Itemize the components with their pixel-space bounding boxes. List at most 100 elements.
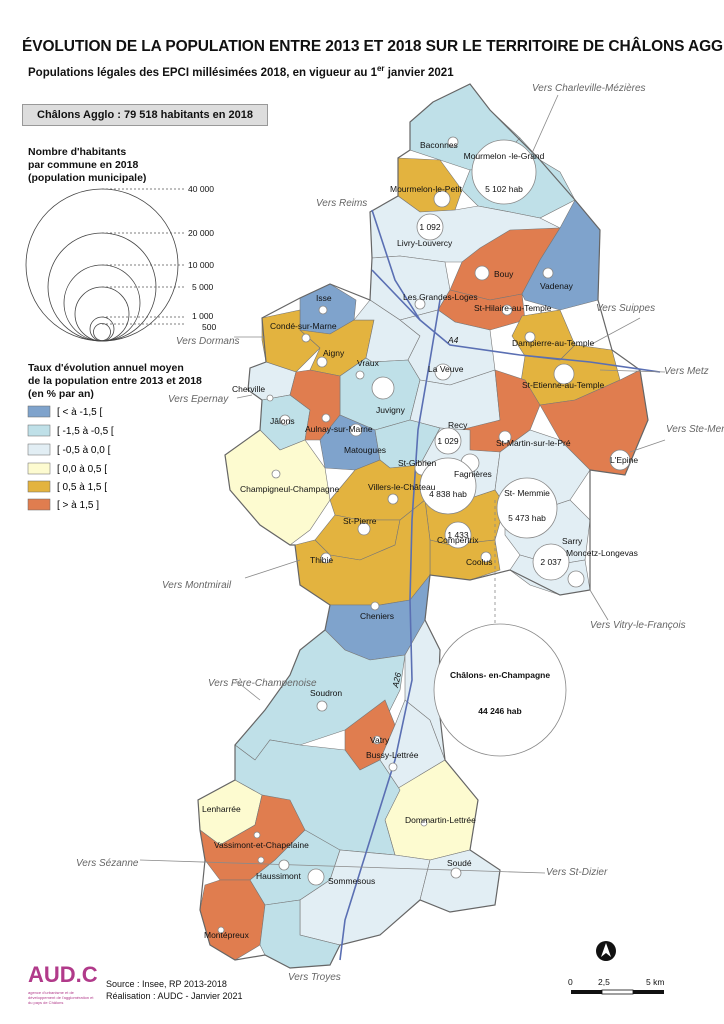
legend-class-label: [ 0,0 à 0,5 [	[57, 464, 107, 475]
scale-bar: 0 2,5 5 km	[568, 977, 664, 995]
bubble-mourmelon-value: 5 102 hab	[485, 184, 523, 194]
size-legend-label: 500	[202, 322, 216, 332]
dir-charleville: Vers Charleville-Mézières	[532, 83, 646, 94]
scale-label: 5 km	[646, 977, 664, 987]
label-soudron: Soudron	[310, 688, 342, 698]
label-cherville: Cherville	[232, 384, 265, 394]
size-legend-label: 40 000	[188, 184, 214, 194]
map-title: ÉVOLUTION DE LA POPULATION ENTRE 2013 ET…	[22, 38, 724, 55]
map-subtitle: Populations légales des EPCI millésimées…	[28, 64, 454, 79]
bubble-st-memmie-name: St- Memmie	[504, 488, 550, 498]
label-lepine: L'Epine	[610, 455, 638, 465]
label-vadenay: Vadenay	[540, 281, 574, 291]
legend-class-label: [ 0,5 à 1,5 [	[57, 482, 107, 493]
bubble-mourmelon-name: Mourmelon -le-Grand	[464, 151, 545, 161]
bubble-chalons-name: Châlons- en-Champagne	[450, 670, 550, 680]
dir-troyes: Vers Troyes	[288, 972, 341, 983]
label-mourmelon-le-petit: Mourmelon-le-Petit	[390, 184, 462, 194]
legend-class-label: [ < à -1,5 [	[57, 407, 103, 418]
agglo-outline	[197, 83, 649, 969]
dir-epernay: Vers Epernay	[168, 394, 229, 405]
legend-swatch	[27, 424, 51, 437]
dir-vitry: Vers Vitry-le-François	[590, 620, 686, 631]
label-thibie: Thibie	[310, 555, 333, 565]
dir-dormans: Vers Dormans	[176, 336, 240, 347]
bubble-livry-value: 1 092	[419, 222, 441, 232]
audc-logo-subtext: agence d'urbanisme et de développement d…	[28, 990, 94, 1005]
legend-swatch	[27, 480, 51, 493]
dir-suippes: Vers Suippes	[596, 303, 655, 314]
label-champigneul: Champigneul-Champagne	[240, 484, 340, 494]
label-st-hilaire: St-Hilaire-au-Temple	[474, 303, 552, 313]
label-grandes-loges: Les Grandes-Loges	[403, 292, 478, 302]
size-legend	[25, 188, 185, 342]
population-total-box: Châlons Agglo : 79 518 habitants en 2018	[22, 104, 268, 126]
color-legend-title: Taux d'évolution annuel moyen de la popu…	[28, 362, 202, 400]
label-baconnes: Baconnes	[420, 140, 458, 150]
label-moncetz: Moncetz-Longevas	[566, 548, 638, 558]
label-sommesous: Sommesous	[328, 876, 375, 886]
bubble-fagnieres-value: 4 838 hab	[429, 489, 467, 499]
label-st-pierre: St-Pierre	[343, 516, 377, 526]
legend-swatch	[27, 443, 51, 456]
bubble-compertrix-value: 1 433	[447, 530, 469, 540]
size-legend-title: Nombre d'habitants par commune en 2018 (…	[28, 146, 147, 184]
label-villers: Villers-le-Château	[368, 482, 436, 492]
direction-lines	[139, 94, 666, 874]
label-livry-louvercy: Livry-Louvercy	[397, 238, 453, 248]
direction-labels: Vers Charleville-Mézières Vers Reims Ver…	[76, 83, 724, 983]
legend-swatch	[27, 498, 51, 511]
label-dampierre: Dampierre-au-Temple	[512, 338, 594, 348]
dir-ste-menehould: Vers Ste-Menehould	[666, 424, 724, 435]
commune-conde	[261, 309, 321, 373]
label-conde: Condé-sur-Marne	[270, 321, 337, 331]
commune-labels: Baconnes Mourmelon-le-Petit Livry-Louver…	[202, 140, 638, 940]
label-coolus: Coolus	[466, 557, 492, 567]
road-north	[371, 209, 421, 321]
scale-label: 0	[568, 977, 573, 987]
dir-sezanne: Vers Sézanne	[76, 858, 139, 869]
size-legend-label: 5 000	[192, 282, 214, 292]
label-compertrix: Compertrix	[437, 535, 479, 545]
dir-fere: Vers Fère-Champenoise	[208, 678, 317, 689]
label-st-gibrien: St-Gibrien	[398, 458, 437, 468]
commune-dampierre	[511, 309, 576, 361]
label-bussy: Bussy-Lettrée	[366, 750, 419, 760]
label-vatry: Vatry	[370, 735, 390, 745]
bubble-labels: Mourmelon -le-Grand 5 102 hab 1 092 1 02…	[419, 151, 562, 716]
dir-montmirail: Vers Montmirail	[162, 580, 232, 591]
label-juvigny: Juvigny	[376, 405, 406, 415]
label-vraux: Vraux	[357, 358, 380, 368]
label-haussimont: Haussimont	[256, 871, 302, 881]
label-sarry: Sarry	[562, 536, 583, 546]
road-label-a26: A26	[390, 671, 403, 689]
bubble-chalons-value: 44 246 hab	[478, 706, 521, 716]
size-legend-label: 1 000	[192, 311, 214, 321]
population-circles	[217, 136, 631, 934]
legend-class-label: [ -1,5 à -0,5 [	[57, 426, 114, 437]
legend-swatch	[27, 462, 51, 475]
color-legend: [ < à -1,5 [ [ -1,5 à -0,5 [ [ -0,5 à 0,…	[27, 405, 114, 511]
dir-st-dizier: Vers St-Dizier	[546, 867, 608, 878]
north-arrow	[596, 941, 616, 961]
label-la-veuve: La Veuve	[428, 364, 464, 374]
label-dommartin: Dommartin-Lettrée	[405, 815, 476, 825]
bubble-sarry-value: 2 037	[540, 557, 562, 567]
size-legend-label: 10 000	[188, 260, 214, 270]
scale-label: 2,5	[598, 977, 610, 987]
label-matougues: Matougues	[344, 445, 386, 455]
size-legend-label: 20 000	[188, 228, 214, 238]
legend-class-label: [ > à 1,5 ]	[57, 500, 99, 511]
label-st-martin: St-Martin-sur-le-Pré	[496, 438, 571, 448]
label-aigny: Aigny	[323, 348, 345, 358]
label-recy: Recy	[448, 420, 468, 430]
label-fagnieres: Fagnières	[454, 469, 492, 479]
bubble-recy-value: 1 029	[437, 436, 459, 446]
roads	[339, 209, 661, 961]
label-isse: Isse	[316, 293, 332, 303]
source-credits: Source : Insee, RP 2013-2018 Réalisation…	[106, 979, 243, 1001]
dir-reims: Vers Reims	[316, 198, 367, 209]
label-cheniers: Cheniers	[360, 611, 394, 621]
dir-metz: Vers Metz	[664, 366, 709, 377]
